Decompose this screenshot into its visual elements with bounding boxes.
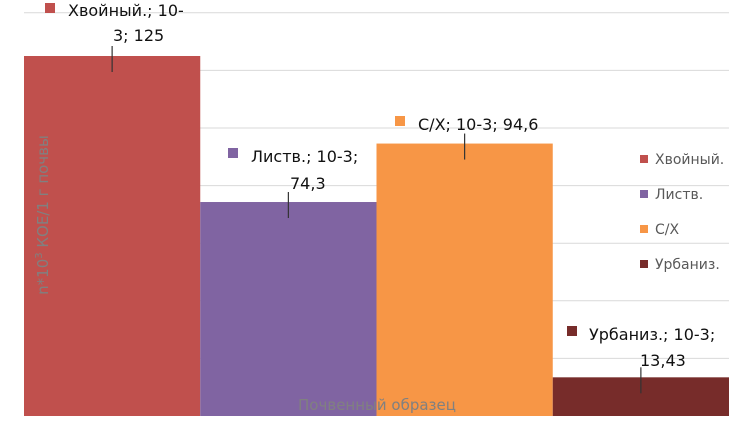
data-label-marker-2 [228, 148, 238, 158]
data-label-1-line-2: 3; 125 [113, 26, 164, 45]
data-label-marker-4 [567, 326, 577, 336]
data-label-2-line-1: Листв.; 10-3; [251, 147, 358, 166]
legend-label-3: С/Х [655, 222, 679, 238]
bar-3 [376, 143, 553, 416]
legend-swatch-4 [640, 260, 648, 268]
data-label-1-line-1: Хвойный.; 10- [68, 1, 184, 20]
data-label-marker-1 [45, 3, 55, 13]
legend: Хвойный. Листв. С/Х Урбаниз. [640, 152, 724, 273]
error-bars [111, 46, 642, 394]
data-label-4-line-1: Урбаниз.; 10-3; [589, 325, 715, 344]
bars [24, 56, 729, 416]
legend-label-2: Листв. [655, 187, 703, 203]
x-axis-title: Почвенный образец [298, 396, 456, 414]
data-label-4-line-2: 13,43 [640, 351, 686, 370]
data-labels: Хвойный.; 10- 3; 125 Листв.; 10-3; 74,3 С/Х;… [45, 1, 715, 370]
bar-2 [200, 202, 377, 416]
data-label-marker-3 [395, 116, 405, 126]
legend-swatch-3 [640, 225, 648, 233]
bar-1 [24, 56, 201, 416]
data-label-3-line-1: С/Х; 10-3; 94,6 [418, 115, 538, 134]
legend-label-1: Хвойный. [655, 152, 724, 168]
legend-swatch-2 [640, 190, 648, 198]
legend-label-4: Урбаниз. [655, 257, 720, 273]
data-label-2-line-2: 74,3 [290, 174, 326, 193]
y-axis-title: n*103 КОЕ/1 г почвы [34, 135, 52, 295]
legend-swatch-1 [640, 155, 648, 163]
